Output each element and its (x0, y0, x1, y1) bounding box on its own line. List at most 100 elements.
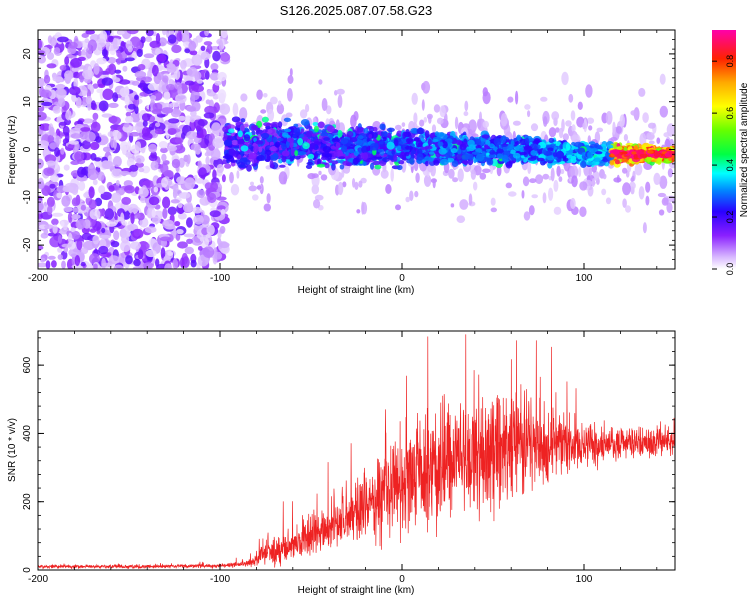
spectrogram-cell (186, 106, 196, 112)
spectrogram-cell (426, 113, 433, 120)
spectrogram-cell (530, 149, 538, 156)
spectrogram-cell (224, 133, 228, 140)
spectrogram-cell (95, 136, 102, 143)
spectrogram-cell (88, 199, 97, 210)
spectrogram-cell (256, 154, 265, 162)
spectrogram-cell (130, 212, 135, 225)
spectrogram-cell (508, 191, 517, 197)
spectrogram-cell (287, 75, 294, 84)
spectrogram-cell (162, 208, 168, 219)
colorbar-ticks: 0.00.20.40.60.8 (712, 55, 735, 275)
spectrogram-cell (229, 159, 238, 163)
spectrogram-cell (246, 164, 252, 172)
spectrogram-cell (174, 221, 181, 227)
snr-x-tick-label: 100 (576, 574, 593, 585)
spectrogram-cell (41, 101, 53, 107)
spectrogram-cell (340, 137, 349, 145)
spectrogram-cell (473, 181, 478, 191)
spectrogram-cell (260, 109, 267, 114)
spectrogram-cell (377, 148, 383, 153)
spectrogram-cell (429, 151, 435, 155)
spectrogram-cell (337, 181, 344, 196)
spectrogram-cell (423, 149, 429, 155)
spectrogram-cell (484, 144, 489, 149)
spectrogram-cell (50, 174, 59, 183)
spectrogram-cell (178, 192, 191, 199)
spectrogram-cell (457, 168, 464, 182)
spectrogram-cell (209, 210, 221, 218)
spectrogram-cell (419, 119, 425, 127)
spectrogram-cell (272, 153, 279, 160)
spectrogram-cell (515, 90, 519, 105)
spectrogram-cell (240, 93, 248, 102)
spectrogram-cell (336, 150, 344, 158)
spectrogram-cell (415, 139, 423, 148)
spectrogram-cell (112, 168, 121, 177)
spectrogram-cell (221, 208, 226, 215)
spectrogram-cell (317, 121, 325, 129)
spectrogram-cell (61, 243, 72, 248)
spectrogram-cell (370, 162, 374, 170)
spectrogram-cell (279, 164, 286, 168)
spectrogram-cell (505, 161, 513, 169)
spectrogram-cell (456, 215, 466, 223)
spectrogram-cell (180, 30, 190, 42)
spectrogram-cell (251, 162, 257, 167)
spectrogram-cell (127, 203, 139, 215)
spectrogram-cell (125, 111, 132, 117)
spectrogram-cell (548, 137, 555, 143)
spectrogram-cell (214, 80, 222, 86)
spectrogram-cell (192, 206, 203, 214)
spectrogram-cell (256, 185, 262, 190)
spectrogram-cell (54, 47, 61, 55)
spectrogram-cell (611, 149, 620, 155)
spectrogram-cell (46, 63, 57, 69)
spectrogram-cell (117, 30, 125, 35)
spectrogram-cell (200, 51, 210, 61)
spectrogram-cell (231, 139, 238, 146)
spectrogram-cell (616, 146, 623, 151)
spectrogram-cell (355, 139, 363, 146)
spectrogram-cell (405, 145, 413, 150)
spectrogram-cell (87, 39, 97, 52)
spectrogram-cell (127, 140, 131, 153)
spectrogram-cell (346, 162, 353, 167)
spectrogram-cell (248, 152, 257, 160)
spectrogram-cell (110, 116, 121, 125)
spectrogram-cell (71, 214, 81, 220)
spectrogram-cell (653, 152, 661, 158)
spectrogram-cell (622, 198, 627, 208)
spectrogram-cell (38, 111, 47, 121)
spectrogram-cell (387, 132, 392, 138)
spectrogram-cell (157, 54, 167, 62)
spectrogram-cell (102, 160, 114, 170)
spectrogram-cell (528, 205, 535, 216)
spectrogram-cell (331, 160, 339, 165)
spectrogram-cell (155, 33, 161, 44)
spectrogram-cell (161, 177, 168, 188)
spectrogram-cell (522, 176, 530, 187)
spectrogram-x-ticks: -200 -100 0 100 (28, 30, 658, 284)
spectrogram-cell (405, 196, 411, 203)
spectrogram-cell (354, 181, 359, 190)
spectrogram-cell (206, 44, 213, 55)
spectrogram-x-tick-label: -100 (210, 273, 230, 284)
spectrogram-cell (197, 254, 209, 267)
spectrogram-cell (574, 141, 583, 148)
spectrogram-cell (413, 112, 418, 124)
spectrogram-cell (204, 30, 210, 37)
spectrogram-cell (442, 141, 448, 149)
spectrogram-cell (393, 154, 398, 162)
spectrogram-cell (578, 166, 582, 177)
spectrogram-cell (570, 155, 577, 164)
spectrogram-cell (432, 139, 439, 143)
spectrogram-cell (281, 155, 286, 161)
spectrogram-cell (423, 116, 428, 123)
spectrogram-cell (171, 44, 182, 54)
spectrogram-cell (68, 248, 80, 258)
spectrogram-cell (356, 209, 361, 214)
spectrogram-cell (98, 245, 109, 255)
spectrogram-cell (178, 212, 187, 220)
spectrogram-cell (638, 87, 646, 97)
